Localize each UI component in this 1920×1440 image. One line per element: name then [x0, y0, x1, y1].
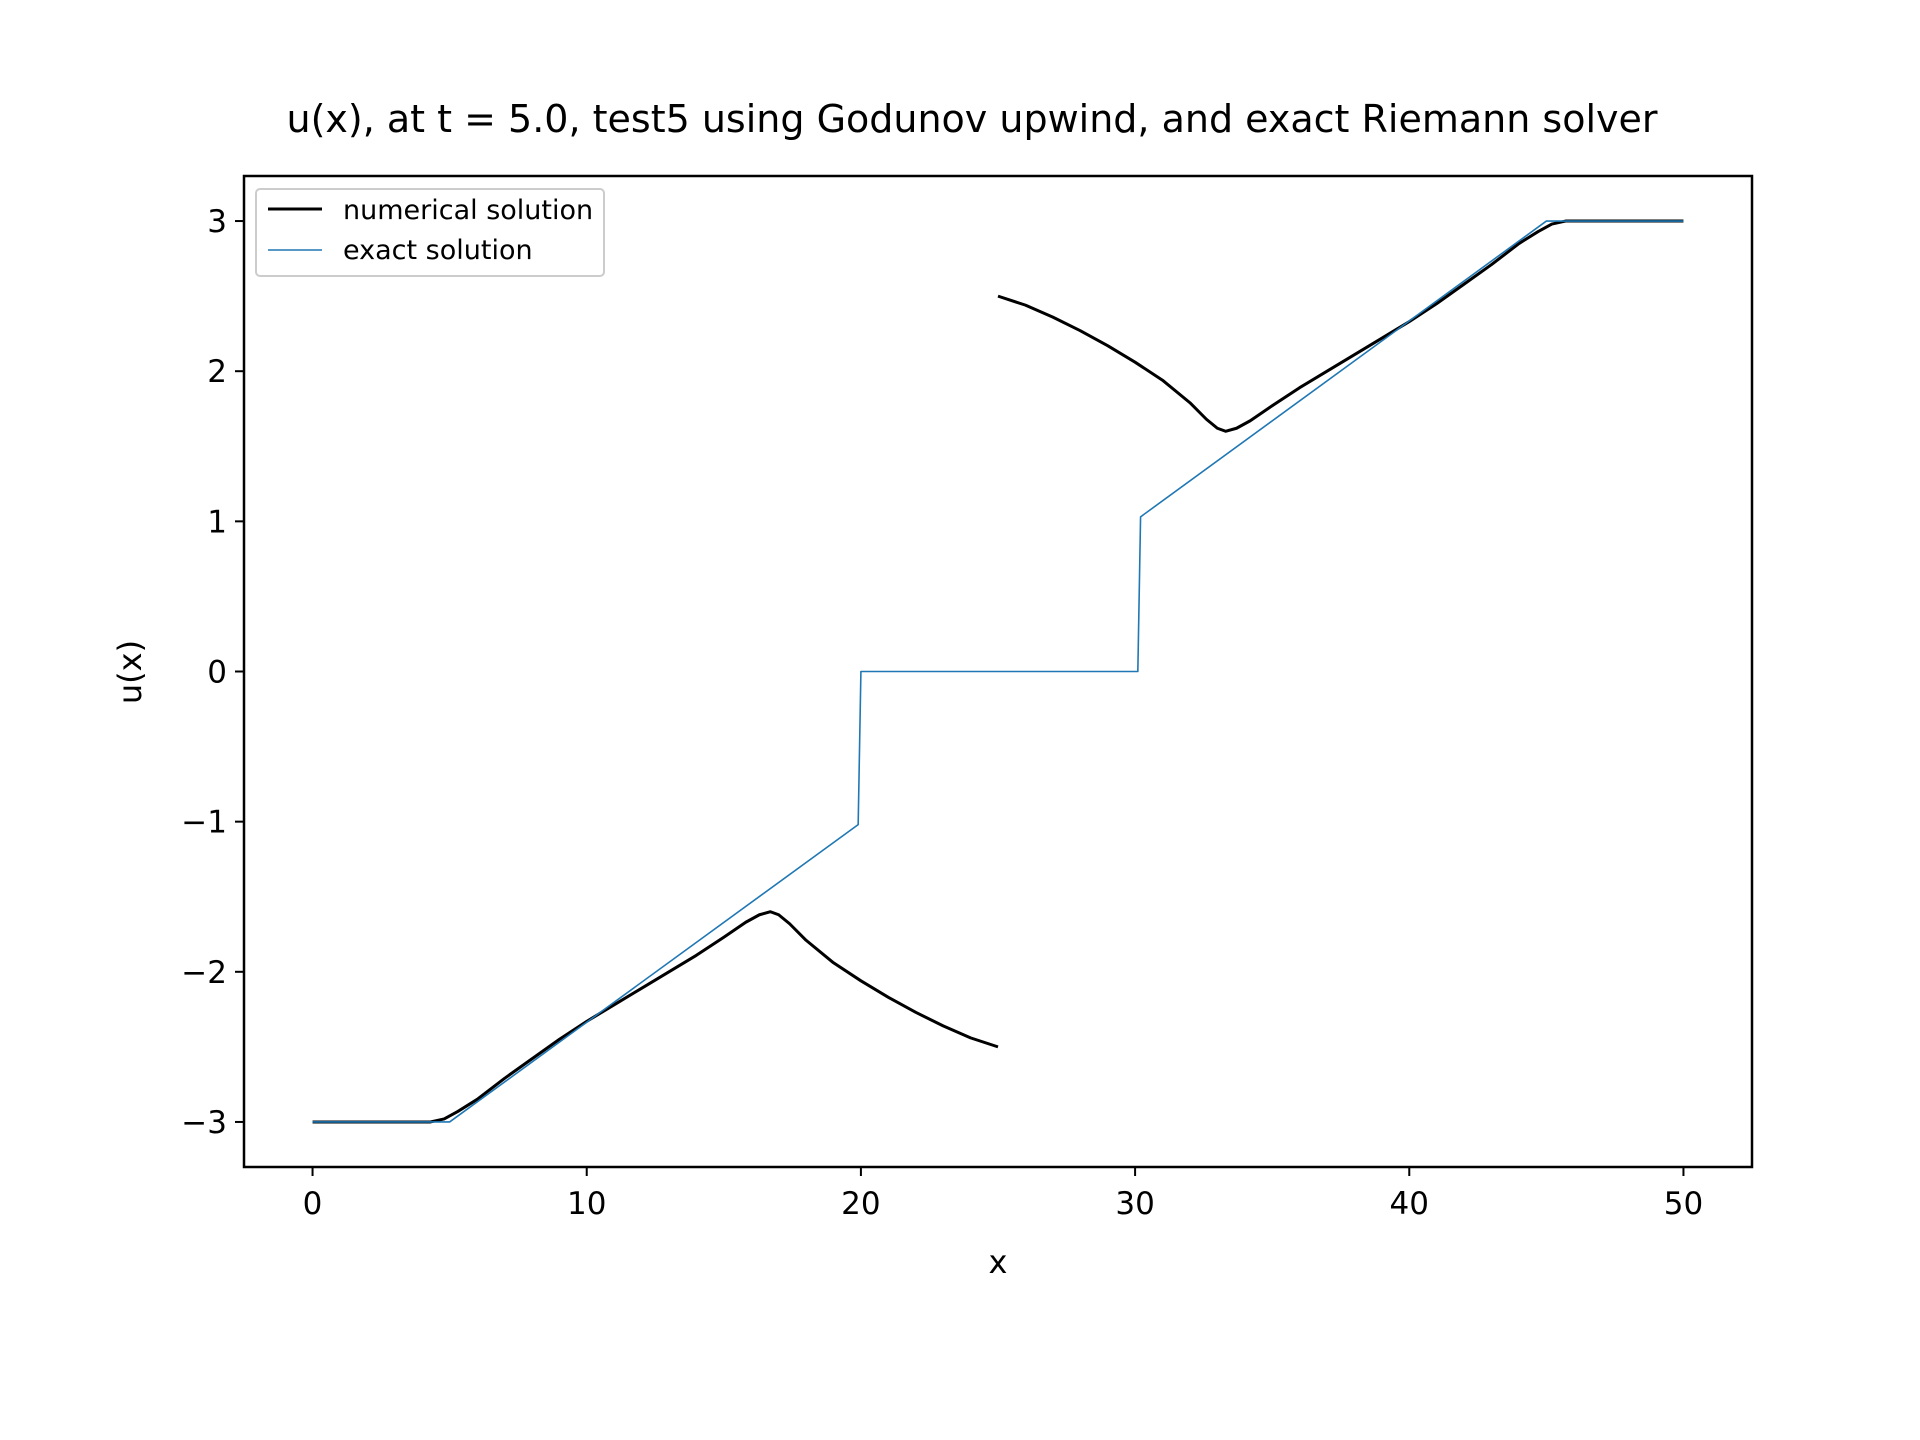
y-tick-label: −3 [181, 1105, 227, 1141]
x-tick-label: 0 [303, 1186, 323, 1222]
y-tick-label: 3 [207, 204, 227, 240]
series-line-numerical-solution-segment-0 [312, 910, 999, 1124]
y-tick-label: 0 [207, 655, 227, 691]
legend-label-exact: exact solution [343, 235, 533, 266]
series-line-exact-solution-segment-0 [312, 220, 1684, 1123]
y-tick-label: −2 [181, 955, 227, 991]
legend: numerical solution exact solution [255, 188, 605, 277]
x-tick-label: 10 [567, 1186, 606, 1222]
x-tick-label: 30 [1115, 1186, 1154, 1222]
y-tick-label: −1 [181, 805, 227, 841]
x-tick-label: 40 [1390, 1186, 1429, 1222]
x-axis-label: x [989, 1243, 1008, 1281]
legend-box [255, 188, 605, 277]
y-tick-label: 2 [207, 354, 227, 390]
y-tick-label: 1 [207, 504, 227, 540]
x-tick-label: 20 [841, 1186, 880, 1222]
y-axis-label: u(x) [111, 640, 149, 704]
legend-label-numerical: numerical solution [343, 195, 593, 226]
x-axis-ticks: 0 10 20 30 40 50 [303, 1167, 1703, 1222]
y-axis-ticks: 3 2 1 0 −1 −2 −3 [181, 204, 244, 1141]
x-tick-label: 50 [1664, 1186, 1703, 1222]
series-line-numerical-solution-segment-1 [997, 219, 1684, 433]
chart-title: u(x), at t = 5.0, test5 using Godunov up… [286, 97, 1657, 141]
plot-lines [312, 219, 1684, 1124]
